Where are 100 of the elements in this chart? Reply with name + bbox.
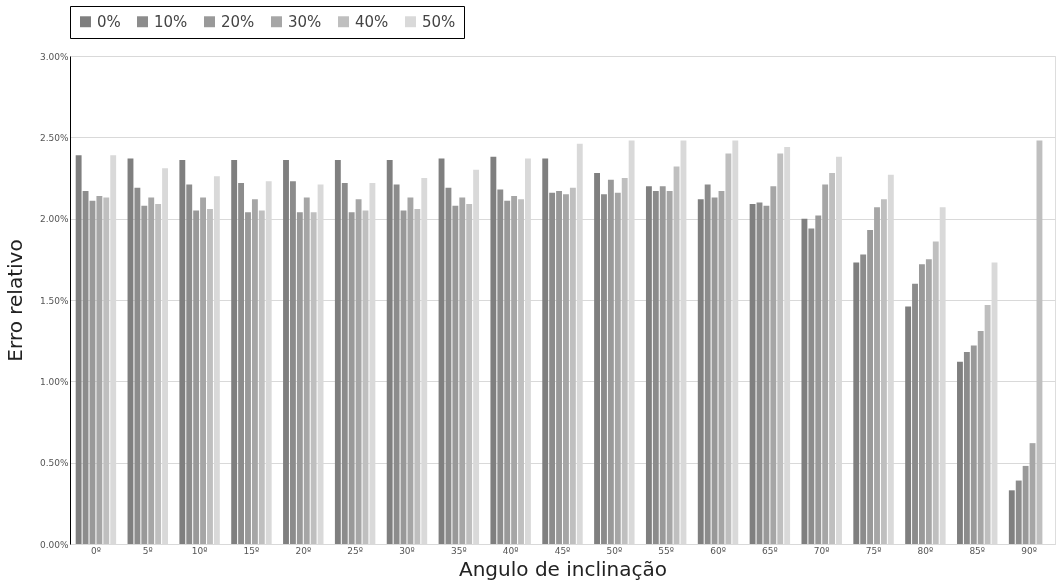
bar bbox=[251, 199, 258, 544]
x-tick-label: 70º bbox=[813, 545, 830, 556]
bar bbox=[245, 212, 251, 544]
legend-label: 20% bbox=[221, 12, 255, 31]
bar bbox=[801, 218, 808, 544]
bar bbox=[621, 178, 628, 544]
x-tick-label: 90º bbox=[1021, 545, 1037, 556]
x-tick-label: 25º bbox=[347, 545, 363, 556]
bar bbox=[407, 197, 414, 544]
bar bbox=[1008, 490, 1015, 544]
bar bbox=[355, 199, 362, 544]
bar bbox=[386, 160, 393, 544]
bar bbox=[601, 194, 607, 544]
y-tick-label: 0.50% bbox=[39, 458, 69, 469]
bar bbox=[504, 200, 511, 544]
bar bbox=[200, 197, 206, 544]
y-tick-label: 3.00% bbox=[39, 51, 69, 62]
legend-label: 40% bbox=[355, 12, 389, 31]
bar bbox=[231, 160, 238, 544]
bar bbox=[1022, 465, 1029, 544]
bar bbox=[880, 199, 887, 544]
bar bbox=[808, 228, 815, 544]
bar bbox=[645, 186, 652, 544]
bar bbox=[348, 212, 355, 544]
bar bbox=[518, 199, 524, 544]
x-tick-label: 60º bbox=[710, 545, 726, 556]
bar bbox=[652, 191, 659, 544]
bar bbox=[134, 187, 141, 544]
x-tick-label: 35º bbox=[450, 545, 467, 556]
y-tick-label: 2.00% bbox=[39, 214, 69, 225]
x-tick-label: 50º bbox=[606, 545, 623, 556]
bar bbox=[258, 210, 265, 544]
bar bbox=[75, 155, 82, 544]
bar bbox=[497, 189, 504, 544]
y-tick-label: 1.50% bbox=[39, 295, 69, 306]
bar bbox=[925, 259, 932, 544]
bar bbox=[770, 186, 777, 544]
bar bbox=[963, 352, 970, 544]
bar bbox=[867, 230, 874, 544]
x-tick-label: 15º bbox=[243, 545, 260, 556]
y-axis-title: Erro relativo bbox=[2, 239, 27, 362]
legend-label: 0% bbox=[97, 12, 121, 31]
bar bbox=[283, 160, 289, 544]
bar bbox=[193, 210, 200, 544]
bar bbox=[414, 208, 421, 544]
bar bbox=[984, 304, 991, 544]
bar bbox=[466, 204, 473, 544]
bar bbox=[970, 345, 977, 544]
bar bbox=[296, 212, 303, 544]
legend-label: 30% bbox=[288, 12, 322, 31]
bar bbox=[829, 173, 836, 544]
legend-label: 50% bbox=[422, 12, 456, 31]
y-tick-label: 1.00% bbox=[39, 376, 69, 387]
bar bbox=[563, 194, 569, 544]
y-tick-label: 0.00% bbox=[39, 539, 69, 550]
bar bbox=[749, 204, 756, 544]
bar bbox=[822, 184, 829, 544]
bar bbox=[957, 361, 963, 544]
bar bbox=[186, 184, 193, 544]
bar bbox=[977, 330, 984, 544]
x-tick-label: 80º bbox=[917, 545, 934, 556]
x-tick-label: 55º bbox=[658, 545, 675, 556]
x-tick-label: 0º bbox=[90, 545, 101, 556]
bar bbox=[303, 197, 310, 544]
bar bbox=[711, 197, 718, 544]
legend-label: 10% bbox=[154, 12, 188, 31]
bar bbox=[289, 181, 296, 544]
x-tick-label: 30º bbox=[399, 545, 415, 556]
bar bbox=[556, 191, 562, 544]
bar bbox=[932, 241, 939, 544]
bar bbox=[452, 205, 459, 544]
x-tick-label: 5º bbox=[142, 545, 153, 556]
bar bbox=[511, 195, 518, 544]
bar bbox=[310, 212, 317, 544]
bar bbox=[490, 156, 497, 544]
bar bbox=[569, 187, 576, 544]
bar bbox=[207, 208, 213, 544]
bar bbox=[853, 262, 860, 544]
bar bbox=[96, 195, 103, 544]
y-tick-label: 2.50% bbox=[39, 132, 69, 143]
bar bbox=[860, 254, 867, 544]
x-tick-label: 45º bbox=[554, 545, 571, 556]
bar bbox=[919, 264, 925, 544]
bar bbox=[334, 160, 341, 544]
bar bbox=[542, 158, 549, 544]
x-tick-label: 75º bbox=[865, 545, 882, 556]
x-tick-label: 85º bbox=[969, 545, 986, 556]
x-axis-title: Angulo de inclinação bbox=[459, 556, 667, 581]
bar bbox=[659, 186, 666, 544]
bar bbox=[1015, 480, 1022, 544]
bar bbox=[815, 215, 822, 544]
bar bbox=[607, 179, 614, 544]
x-tick-label: 65º bbox=[762, 545, 778, 556]
bar bbox=[459, 197, 466, 544]
bar bbox=[103, 197, 110, 544]
bar bbox=[725, 153, 732, 544]
bar bbox=[777, 153, 784, 544]
bar bbox=[614, 192, 621, 544]
bar bbox=[549, 192, 556, 544]
x-tick-label: 10º bbox=[191, 545, 208, 556]
